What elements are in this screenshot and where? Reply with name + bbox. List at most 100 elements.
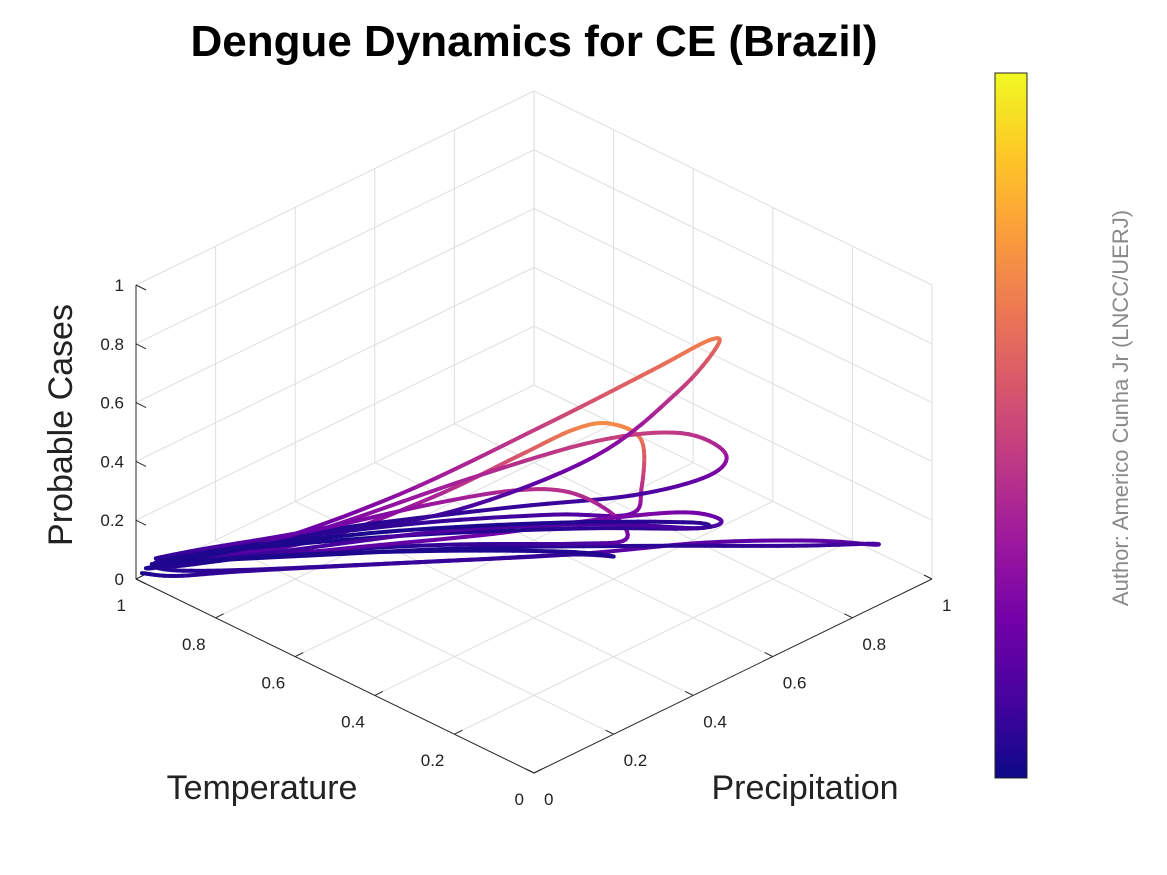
trajectory-segment — [310, 551, 333, 556]
trajectory-segment — [434, 466, 458, 481]
trajectory-segment — [401, 504, 420, 513]
trajectory-segment — [340, 507, 364, 520]
trajectory-segment — [503, 555, 521, 560]
trajectory-segment — [595, 436, 613, 443]
floor-grid-line — [215, 539, 614, 735]
trajectory-segment — [608, 434, 625, 441]
x-tick-label: 0 — [515, 790, 524, 809]
trajectory-segment — [543, 469, 565, 482]
trajectory-segment — [553, 445, 573, 454]
trajectory-segment — [338, 536, 365, 543]
trajectory-segment — [306, 564, 327, 570]
x-tick-mark — [533, 768, 543, 774]
z-tick-label: 0 — [115, 570, 124, 589]
trajectory-segment — [370, 534, 396, 542]
trajectory-segment — [512, 503, 534, 509]
back-wall-grid-line — [135, 149, 535, 345]
trajectory-segment — [488, 491, 512, 502]
y-tick-label: 0.8 — [862, 635, 886, 654]
x-axis-label: Temperature — [167, 769, 358, 807]
x-axis-line — [135, 578, 535, 774]
trajectory-segment — [431, 525, 458, 531]
trajectory-segment — [538, 512, 556, 518]
trajectory-segment — [431, 558, 452, 564]
trajectory-segment — [329, 528, 350, 535]
trajectory-segment — [616, 379, 634, 390]
trajectory-segment — [629, 522, 648, 528]
trajectory-segment — [703, 539, 723, 545]
trajectory-segment — [631, 491, 648, 498]
trajectory-segment — [718, 539, 737, 544]
trajectory-segment — [412, 529, 437, 537]
trajectory-segment — [276, 547, 298, 554]
y-tick-label: 0 — [544, 790, 553, 809]
trajectory-segment — [516, 554, 534, 560]
trajectory-segment — [475, 506, 499, 514]
trajectory-segment — [342, 518, 362, 526]
trajectory-segment — [432, 528, 457, 534]
trajectory-segment — [321, 515, 345, 527]
trajectory-segment — [505, 459, 526, 469]
x-tick-label: 0.2 — [421, 751, 445, 770]
trajectory-segment — [260, 553, 281, 559]
z-tick-mark — [135, 578, 147, 585]
trajectory-segment — [582, 438, 600, 446]
trajectory-segment — [216, 556, 235, 562]
floor-grid-line — [374, 500, 774, 696]
floor-edge — [135, 384, 535, 580]
y-tick-mark — [764, 652, 774, 658]
trajectory-segment — [524, 513, 543, 518]
trajectory-segment — [591, 447, 610, 459]
y-tick-label: 0.2 — [624, 751, 648, 770]
trajectory-segment — [396, 484, 420, 497]
trajectory-segment — [543, 414, 564, 427]
trajectory-segment — [486, 528, 512, 534]
trajectory-segment — [603, 385, 621, 397]
trajectory-segment — [221, 541, 240, 548]
trajectory-segment — [492, 514, 513, 520]
trajectory-segment — [388, 522, 412, 529]
trajectory-segment — [328, 550, 353, 556]
trajectory-segment — [456, 545, 481, 551]
trajectory-segment — [337, 523, 361, 531]
trajectory-segment — [285, 537, 310, 545]
y-tick-mark — [525, 768, 535, 774]
y-axis-line — [533, 578, 933, 774]
trajectory-segment — [444, 483, 461, 494]
trajectory-segment — [278, 541, 302, 548]
trajectory-segment — [391, 532, 417, 539]
trajectory-segment — [452, 503, 475, 513]
trajectory-segment — [322, 563, 342, 569]
trajectory-segment — [357, 514, 377, 523]
trajectory-segment — [472, 469, 493, 479]
trajectory-segment — [352, 562, 373, 568]
back-wall-grid-line — [533, 325, 933, 521]
trajectory-segment — [441, 517, 463, 524]
trajectory-segment — [248, 542, 271, 549]
y-tick-mark — [923, 574, 933, 580]
trajectory-segment — [219, 546, 238, 553]
trajectory-segment — [444, 530, 470, 536]
trajectory-segment — [476, 556, 494, 562]
trajectory-segment — [358, 543, 377, 549]
trajectory-segment — [313, 524, 332, 532]
trajectory-segment — [472, 448, 496, 462]
trajectory-segment — [401, 492, 424, 504]
trajectory-segment — [329, 546, 348, 552]
trajectory-segment — [452, 526, 476, 533]
trajectory-segment — [447, 534, 468, 541]
author-credit: Author: Americo Cunha Jr (LNCC/UERJ) — [1108, 210, 1133, 606]
trajectory-segment — [375, 518, 400, 525]
trajectory-segment — [291, 565, 311, 570]
trajectory-segment — [574, 399, 594, 411]
trajectory-segment — [568, 441, 587, 450]
trajectory-segment — [629, 422, 644, 435]
trajectory-segment — [510, 523, 535, 529]
trajectory-segment — [372, 542, 392, 548]
back-wall-grid-line — [533, 266, 933, 462]
trajectory-segment — [527, 422, 548, 435]
trajectory-segment — [419, 494, 437, 504]
trajectory-segment — [649, 405, 663, 418]
trajectory-segment — [656, 524, 673, 530]
trajectory-segment — [477, 531, 497, 538]
